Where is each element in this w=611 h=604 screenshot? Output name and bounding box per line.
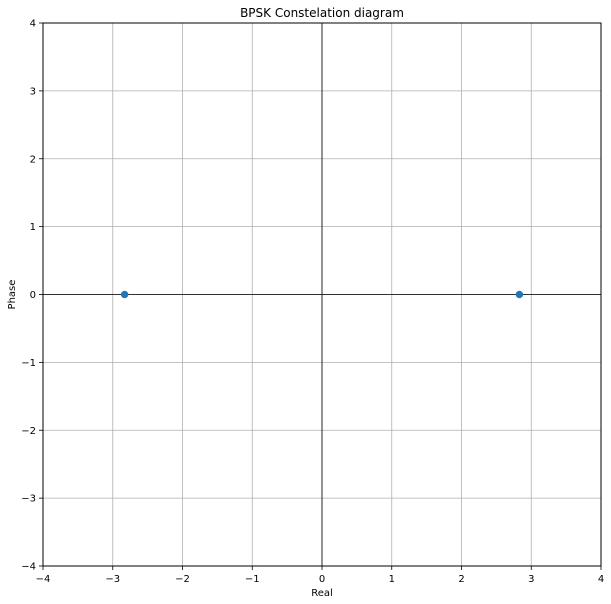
x-axis-label: Real <box>311 588 333 599</box>
y-tick-label-4: 0 <box>30 290 36 301</box>
y-tick-label-5: 1 <box>30 222 36 233</box>
data-points <box>120 290 524 299</box>
x-tick-label-7: 3 <box>528 574 534 585</box>
y-tick-label-2: −2 <box>21 426 36 437</box>
x-tick-label-1: −3 <box>105 574 120 585</box>
y-axis-ticks: −4 −3 −2 −1 0 1 2 3 4 <box>21 19 43 573</box>
y-tick-label-7: 3 <box>30 86 36 97</box>
data-point-0-1 <box>515 290 524 299</box>
x-tick-label-4: 0 <box>319 574 325 585</box>
x-tick-label-8: 4 <box>598 574 604 585</box>
data-point-0-0 <box>120 290 129 299</box>
y-tick-label-8: 4 <box>30 19 36 30</box>
y-tick-label-6: 2 <box>30 154 36 165</box>
y-tick-label-3: −1 <box>21 358 36 369</box>
x-tick-label-2: −2 <box>175 574 190 585</box>
x-tick-label-0: −4 <box>36 574 51 585</box>
zero-axis-lines <box>43 23 601 566</box>
x-tick-label-5: 1 <box>389 574 395 585</box>
y-axis-label: Phase <box>7 280 18 310</box>
chart-title: BPSK Constelation diagram <box>240 6 404 20</box>
x-tick-label-3: −1 <box>245 574 260 585</box>
y-tick-label-0: −4 <box>21 562 36 573</box>
x-tick-label-6: 2 <box>458 574 464 585</box>
y-tick-label-1: −3 <box>21 494 36 505</box>
x-axis-ticks: −4 −3 −2 −1 0 1 2 3 4 <box>36 566 604 585</box>
